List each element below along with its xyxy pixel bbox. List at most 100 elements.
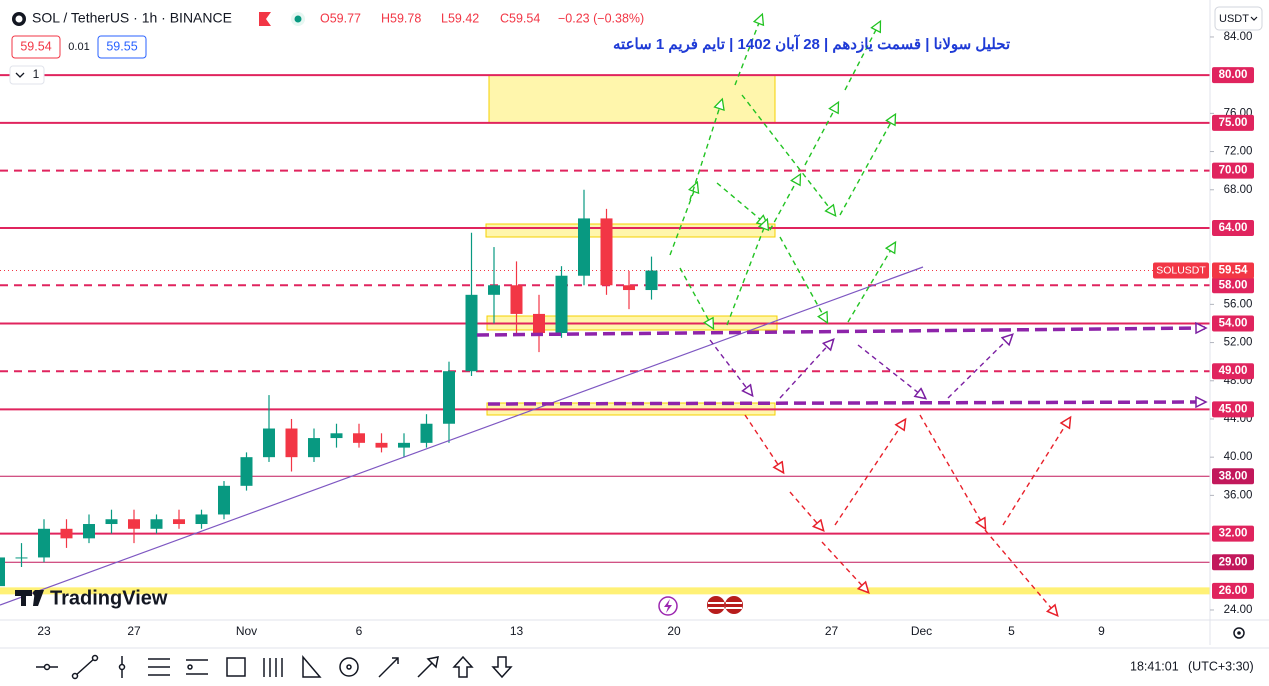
scenario-arrow [844, 22, 880, 91]
level-label-box [1212, 67, 1254, 84]
time-axis: 23 27 Nov 6 13 20 27 Dec 5 9 [37, 624, 1105, 638]
level-label: 54.00 [1219, 317, 1248, 329]
candle-body [623, 285, 635, 291]
candle-body [195, 514, 208, 525]
y-tick-label: 84.00 [1224, 31, 1253, 43]
tool-rectangle[interactable] [226, 657, 246, 677]
ohlc-open: O59.77 [320, 11, 361, 25]
tool-arrow-up[interactable] [452, 655, 474, 678]
tool-arrow-down[interactable] [491, 656, 513, 679]
level-label-box [1212, 363, 1254, 380]
candle-body [488, 285, 500, 295]
y-tick-label: 72.00 [1224, 146, 1253, 158]
level-label: 70.00 [1219, 165, 1248, 177]
status-icon [294, 15, 302, 23]
candle-body [510, 285, 523, 314]
level-label: 49.00 [1219, 365, 1248, 377]
scenario-arrow [834, 420, 905, 526]
tool-xabcd[interactable] [263, 658, 283, 677]
x-tick-label: 6 [356, 624, 363, 638]
candle-body [173, 519, 185, 525]
tool-arrow-line[interactable] [378, 657, 399, 678]
candle-body [555, 275, 568, 334]
tool-circle[interactable] [339, 657, 359, 677]
symbol-tag-box [1153, 262, 1209, 279]
y-tick-label: 36.00 [1224, 489, 1253, 501]
candle-body [398, 442, 410, 448]
x-tick-label: 13 [510, 624, 524, 638]
scenario-arrow [709, 339, 752, 395]
level-label: 26.00 [1219, 585, 1248, 597]
trend-line [0, 266, 924, 606]
candle-body [578, 218, 590, 276]
scenario-arrow [821, 541, 868, 592]
candle-body [60, 528, 73, 539]
candle-body [105, 519, 118, 525]
level-label-box [1212, 315, 1254, 332]
x-tick-label: Dec [911, 624, 932, 638]
candle-body [533, 313, 545, 334]
ohlc-high: H59.78 [381, 11, 421, 25]
level-label-box [1212, 114, 1254, 131]
annotations [0, 15, 1205, 615]
zone [485, 223, 776, 238]
clock: 18:41:01 [1130, 659, 1179, 673]
scenario-arrow [669, 183, 697, 256]
scenario-arrow [779, 340, 833, 399]
drawing-toolbar [36, 654, 513, 680]
candle-body [308, 438, 320, 458]
tool-fib[interactable] [186, 659, 208, 675]
symbol-header: SOL / TetherUS · 1h · BINANCE O59.77 H59… [9, 6, 1263, 85]
candles [0, 189, 658, 587]
levels [0, 74, 1210, 595]
tool-horizontal-line[interactable] [36, 663, 58, 671]
event-icons[interactable] [658, 596, 743, 616]
logo [33, 590, 39, 596]
y-tick-label: 68.00 [1224, 184, 1253, 196]
flag-icon[interactable] [259, 12, 271, 26]
level-label: 58.00 [1219, 279, 1248, 291]
level-label-box [1212, 219, 1254, 236]
level-label-box [1212, 277, 1254, 294]
tool-triangle[interactable] [302, 654, 322, 678]
price-axis: 84.0076.0072.0068.0056.0052.0048.0044.00… [1153, 31, 1254, 616]
level-label: 32.00 [1219, 528, 1248, 540]
indicators-toggle[interactable]: 1 [9, 65, 45, 85]
indicator-count: 1 [33, 67, 40, 81]
timezone[interactable]: (UTC+3:30) [1188, 659, 1254, 673]
level-label: 38.00 [1219, 470, 1248, 482]
level-label: 80.00 [1219, 69, 1248, 81]
y-tick-label: 40.00 [1224, 451, 1253, 463]
scenario-arrow [1002, 418, 1070, 526]
symbol-icon [15, 15, 23, 23]
scenario-arrow [726, 220, 767, 326]
level-label-box [1212, 162, 1254, 179]
tool-arrow[interactable] [417, 656, 439, 678]
level-label-box [1212, 401, 1254, 418]
x-tick-label: Nov [236, 624, 257, 638]
candle-body [150, 519, 163, 529]
scenario-arrow [984, 529, 1057, 615]
currency-label: USDT [1219, 13, 1249, 25]
scenario-arrow [919, 414, 985, 528]
level-label: 29.00 [1219, 556, 1248, 568]
tool-trend-line[interactable] [71, 654, 99, 680]
scenario-arrow [741, 94, 835, 215]
scenario-arrow [847, 243, 895, 323]
settings-icon[interactable] [1233, 627, 1245, 639]
tool-vertical-line[interactable] [118, 656, 126, 678]
currency-dropdown[interactable]: USDT [1214, 6, 1263, 31]
scenario-arrow [839, 115, 895, 216]
purple-level [476, 328, 1205, 337]
y-tick-label: 56.00 [1224, 298, 1253, 310]
tool-parallel-channel[interactable] [148, 658, 170, 676]
scenario-arrow [734, 15, 762, 86]
level-label: 75.00 [1219, 117, 1248, 129]
spread: 0.01 [68, 41, 89, 53]
buy-button[interactable] [97, 35, 147, 59]
analysis-title: تحلیل سولانا | قسمت یازدهم | 28 آبان 140… [613, 34, 1010, 53]
candle-body [128, 519, 140, 529]
ask-price: 59.55 [106, 39, 137, 53]
sell-button[interactable] [11, 35, 61, 59]
candle-body [443, 371, 455, 424]
